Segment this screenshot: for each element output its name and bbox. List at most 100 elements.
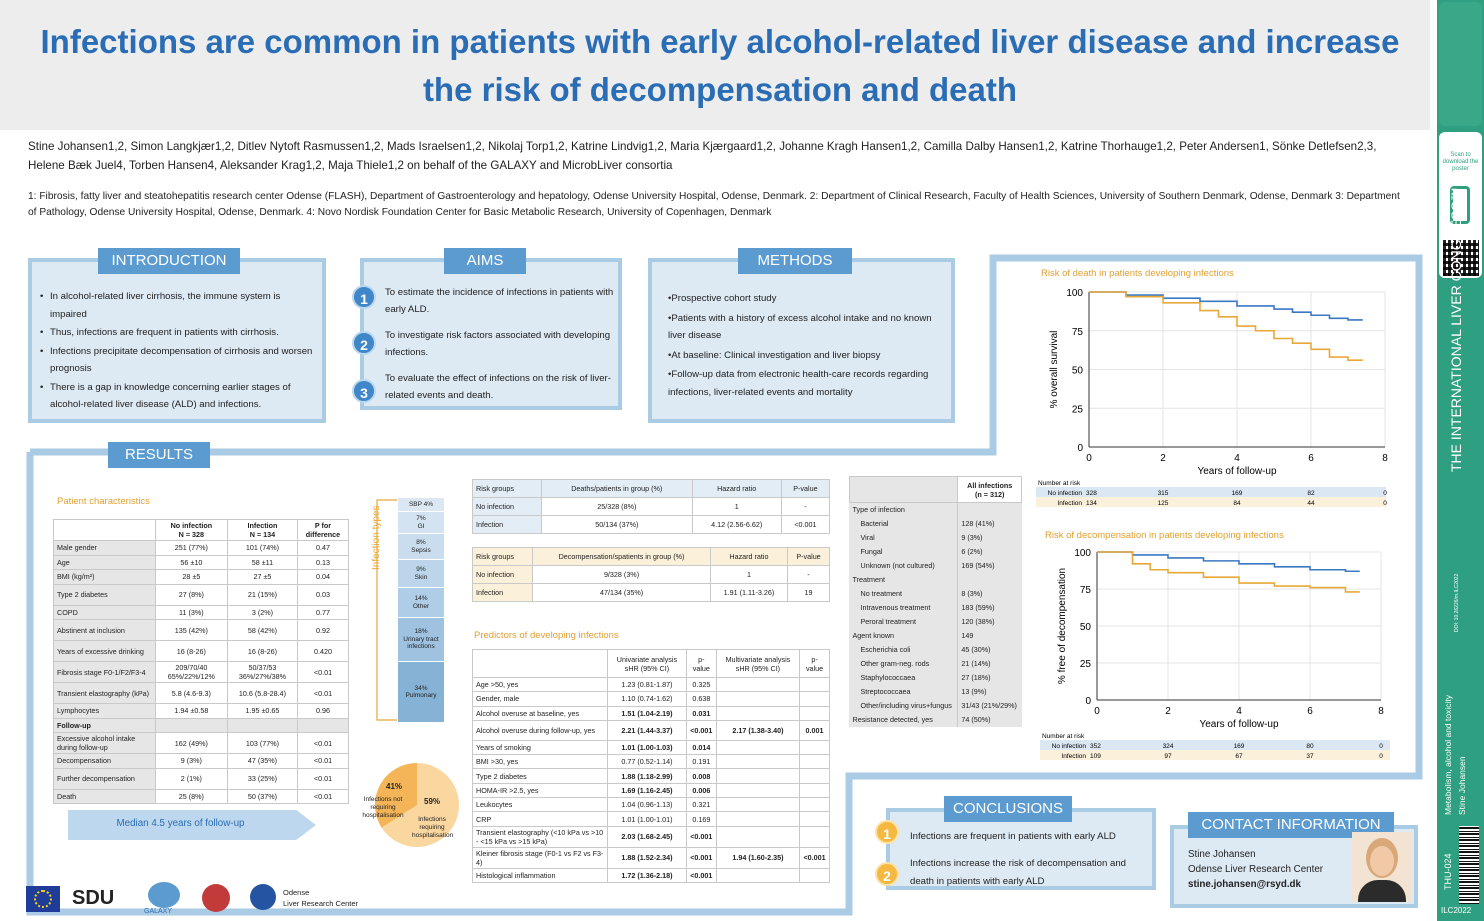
table-row: Leukocytes 1.04 (0.96-1.13) 0.321 [472,797,830,813]
table-row: Univariate analysis sHR (95% CI) p-value M… [472,649,830,678]
aim-text: To evaluate the effect of infections on … [385,373,611,401]
table-cell: 0.47 [296,540,350,556]
table-cell: <0.001 [685,846,717,869]
table-row: Death 25 (8%) 50 (37%) <0.01 [53,788,350,804]
table-cell: Alcohol overuse during follow-up, yes [472,719,608,741]
conclusions-heading: CONCLUSIONS [944,796,1072,822]
at-risk-value: 134 [1086,500,1097,507]
congress-name: THE INTERNATIONAL LIVER CONGRESS™ [1448,187,1464,472]
at-risk-group: Infection [1061,753,1086,760]
table-header-cell: Infection N = 134 [226,519,298,541]
y-tick-label: 100 [1074,548,1091,559]
table-row: Intravenous treatment 183 (59%) [850,600,1022,615]
table-row: Years of excessive drinking 16 (8-26) 16 (… [53,640,350,662]
at-risk-band [1036,497,1386,507]
table-cell: 21 (14%) [957,656,1022,671]
table-row: HOMA-IR >2.5, yes 1.69 (1.16-2.45) 0.006 [472,782,830,799]
table-row: Further decompensation 2 (1%) 33 (25%) <0.0… [53,767,350,790]
oll-logo-text: Odense Liver Research Center [283,888,359,908]
table-row: Alcohol overuse at baseline, yes 1.51 (1.… [472,705,830,721]
table-cell: Type 2 diabetes [53,583,156,606]
x-tick-label: 2 [1165,706,1171,717]
table-cell: BMI (kg/m²) [53,569,156,585]
table-cell: 0.03 [296,583,350,606]
at-risk-value: 125 [1158,500,1169,507]
table-row: Agent known 149 [850,628,1022,643]
table-cell: Staphylococcaea [860,673,916,682]
topic-text: Metabolism, alcohol and toxicity [1443,694,1453,815]
table-cell: Agent known [852,631,895,640]
table-cell: 0.77 [296,604,350,620]
table-cell: 58 (42%) [226,619,298,641]
table-cell: Transient elastography (<10 kPa vs >10 -… [472,825,608,848]
table-cell: 1.94 ±0.58 [154,703,228,719]
table-header-cell [53,519,156,541]
infection-type-segment: 18% Urinary tract infections [398,618,444,662]
table-cell [799,754,830,770]
table-row: BMI >30, yes 0.77 (0.52-1.14) 0.191 [472,754,830,770]
table-cell [715,705,801,721]
table-header-cell: P for difference [296,519,350,541]
aims-heading: AIMS [444,248,526,274]
table-row: Other gram-neg. rods 21 (14%) [850,656,1022,671]
table-cell: 120 (38%) [957,614,1022,629]
phone-icon [1450,186,1470,224]
table-cell: 33 (25%) [226,767,298,790]
microbliver-logo [202,884,230,912]
at-risk-value: 37 [1306,753,1314,760]
table-cell: Other gram-neg. rods [860,659,930,668]
infection-type-segment: 8% Sepsis [398,534,444,560]
table-cell: Type of infection [852,505,905,515]
table-cell: p-value [685,649,717,678]
at-risk-value: 0 [1383,490,1387,497]
table-cell [799,705,830,721]
methods-list: •Prospective cohort study •Patients with… [668,290,948,401]
table-cell: - [787,565,830,584]
table-cell: 16 (8-26) [154,640,228,662]
conclusion-number: 1 [875,820,899,844]
table-row: Fungal 6 (2%) [850,544,1022,559]
table-cell [799,739,830,756]
table-cell: Follow-up [53,717,156,733]
table-cell: 27 (18%) [957,670,1022,685]
table-cell: Hazard ratio [691,479,782,498]
table-cell: 13 (9%) [957,684,1022,699]
doi-text: DOI: 10.26226/m.ILC2022 [1454,573,1460,632]
at-risk-band [1040,750,1390,760]
table-cell [799,867,830,883]
table-cell: CRP [472,811,608,827]
qr-code-icon[interactable] [1443,240,1479,276]
table-cell: 4.12 (2.56-6.62) [691,515,782,534]
y-tick-label: 75 [1080,585,1092,596]
table-cell: Leukocytes [472,797,608,813]
x-tick-label: 8 [1378,706,1384,717]
table-cell: <0.01 [296,661,350,683]
table-row: All infections (n = 312) [848,476,1022,503]
table-cell: 27 (8%) [154,583,228,606]
oll-logo-icon [250,884,276,910]
table-cell: 0.638 [685,691,717,707]
table-row: Unknown (not cultured) 169 (54%) [850,558,1022,573]
at-risk-band [1036,487,1386,497]
at-risk-value: 324 [1163,743,1174,750]
intro-bullet: In alcohol-related liver cirrhosis, the … [40,288,318,323]
table-cell: Streptococcaea [860,687,911,696]
table-cell: 47 (35%) [226,753,298,769]
table-cell: COPD [53,604,156,620]
affiliations: 1: Fibrosis, fatty liver and steatohepat… [28,191,1400,218]
table-cell: Histological inflammation [472,867,608,883]
table-cell: 47/134 (35%) [532,583,711,602]
table-cell: Risk groups [471,479,543,498]
table-cell: Univariate analysis sHR (95% CI) [607,649,687,678]
table-row: No infection 9/328 (3%) 1- [471,565,830,584]
at-risk-value: 80 [1306,743,1314,750]
table-cell: Infection [471,583,534,602]
table-cell: 0.325 [685,676,717,693]
table-cell [848,476,959,503]
authors: Stine Johansen1,2, Simon Langkjær1,2, Di… [28,137,1418,175]
intro-bullet: Infections precipitate decompensation of… [40,343,318,378]
y-tick-label: 100 [1066,288,1083,299]
contact-email[interactable]: stine.johansen@rsyd.dk [1188,879,1301,890]
table-cell: 8 (3%) [957,586,1022,601]
table-cell: 5.8 (4.6-9.3) [154,682,228,704]
